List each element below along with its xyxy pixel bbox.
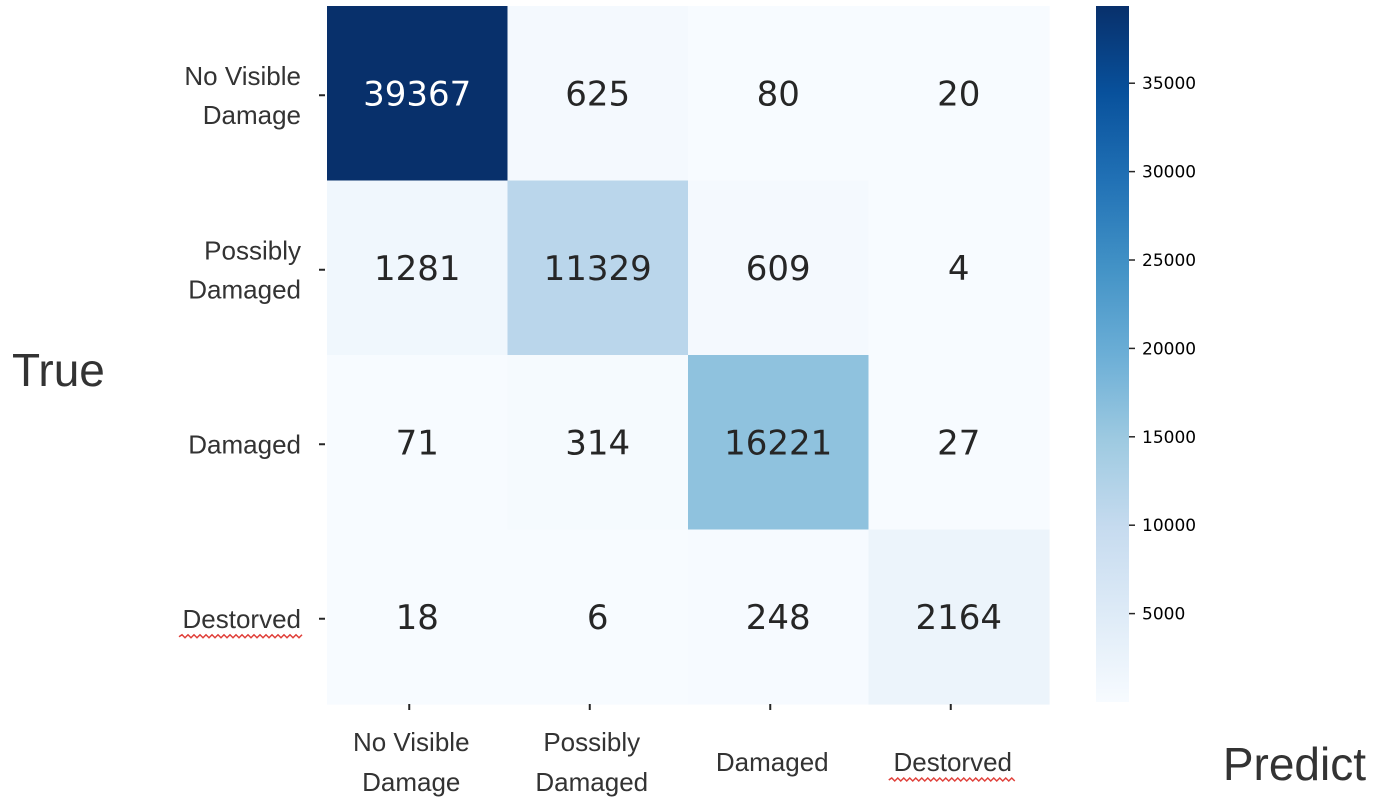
y-tick-label-1-line-0: Possibly (204, 235, 301, 265)
spellcheck-underline-y-3 (178, 633, 303, 639)
heatmap-cell-r0-c1 (507, 6, 689, 182)
y-tick-label-0-line-1: Damage (203, 100, 301, 130)
x-axis-title: Predict (1223, 738, 1366, 790)
heatmap-cell-r0-c2 (688, 6, 870, 182)
heatmap-cells (327, 6, 1050, 705)
heatmap-cell-r1-c3 (868, 180, 1050, 356)
heatmap-cell-r0-c0 (327, 6, 509, 182)
cell-value-r2-c2: 16221 (724, 423, 832, 463)
colorbar-tick-label-5: 30000 (1142, 163, 1196, 183)
cell-value-r1-c0: 1281 (374, 249, 461, 289)
cell-value-r0-c3: 20 (937, 74, 980, 114)
cell-value-r2-c0: 71 (396, 423, 439, 463)
axis-ticks (319, 94, 952, 710)
x-tick-label-2-line-0: Damaged (716, 747, 829, 777)
cell-value-r0-c2: 80 (757, 74, 800, 114)
x-tick-label-0-line-0: No Visible (353, 727, 470, 757)
colorbar: 5000 10000 15000 20000 25000 30000 35000 (1096, 6, 1196, 702)
cell-value-r0-c1: 625 (565, 74, 630, 114)
heatmap-cell-r3-c3 (868, 529, 1050, 705)
cell-value-r1-c2: 609 (746, 249, 811, 289)
colorbar-tick-label-3: 20000 (1142, 339, 1196, 359)
colorbar-gradient-bar (1096, 6, 1129, 702)
cell-value-labels: 39367 625 80 20 1281 11329 609 4 71 314 16221 27 18 6… (363, 74, 1002, 638)
y-tick-label-0-line-0: No Visible (184, 61, 301, 91)
cell-value-r3-c2: 248 (746, 598, 811, 638)
heatmap-cell-r1-c2 (688, 180, 870, 356)
heatmap-cell-r1-c0 (327, 180, 509, 356)
x-tick-label-0-line-1: Damage (362, 767, 460, 797)
cell-value-r1-c1: 11329 (544, 249, 652, 289)
cell-value-r1-c3: 4 (948, 249, 970, 289)
heatmap-cell-r3-c0 (327, 529, 509, 705)
axis-tick-labels: No Visible Damage Possibly Damaged Damaged De… (178, 61, 1016, 797)
cell-value-r3-c1: 6 (587, 598, 609, 638)
colorbar-tick-label-6: 35000 (1142, 74, 1196, 94)
heatmap-cell-r1-c1 (507, 180, 689, 356)
colorbar-tick-label-0: 5000 (1142, 605, 1185, 625)
heatmap-cell-r3-c2 (688, 529, 870, 705)
colorbar-tick-label-4: 25000 (1142, 251, 1196, 271)
heatmap-cell-r2-c1 (507, 355, 689, 531)
x-tick-label-1-line-1: Damaged (535, 767, 648, 797)
x-tick-label-3-line-0: Destorved (894, 747, 1013, 777)
heatmap-cell-r2-c3 (868, 355, 1050, 531)
y-tick-label-3-line-0: Destorved (183, 604, 302, 634)
heatmap-cell-r2-c2 (688, 355, 870, 531)
cell-value-r3-c3: 2164 (915, 598, 1002, 638)
cell-value-r2-c3: 27 (937, 423, 980, 463)
spellcheck-underline-x-3 (888, 776, 1016, 783)
y-tick-label-1-line-1: Damaged (188, 274, 301, 304)
heatmap-cell-r3-c1 (507, 529, 689, 705)
heatmap-cell-r2-c0 (327, 355, 509, 531)
y-tick-label-2-line-0: Damaged (188, 429, 301, 459)
x-tick-label-1-line-0: Possibly (543, 727, 640, 757)
cell-value-r0-c0: 39367 (363, 74, 471, 114)
colorbar-tick-label-2: 15000 (1142, 428, 1196, 448)
cell-value-r2-c1: 314 (565, 423, 630, 463)
cell-value-r3-c0: 18 (396, 598, 439, 638)
colorbar-tick-label-1: 10000 (1142, 516, 1196, 536)
heatmap-cell-r0-c3 (868, 6, 1050, 182)
y-axis-title: True (12, 344, 105, 396)
